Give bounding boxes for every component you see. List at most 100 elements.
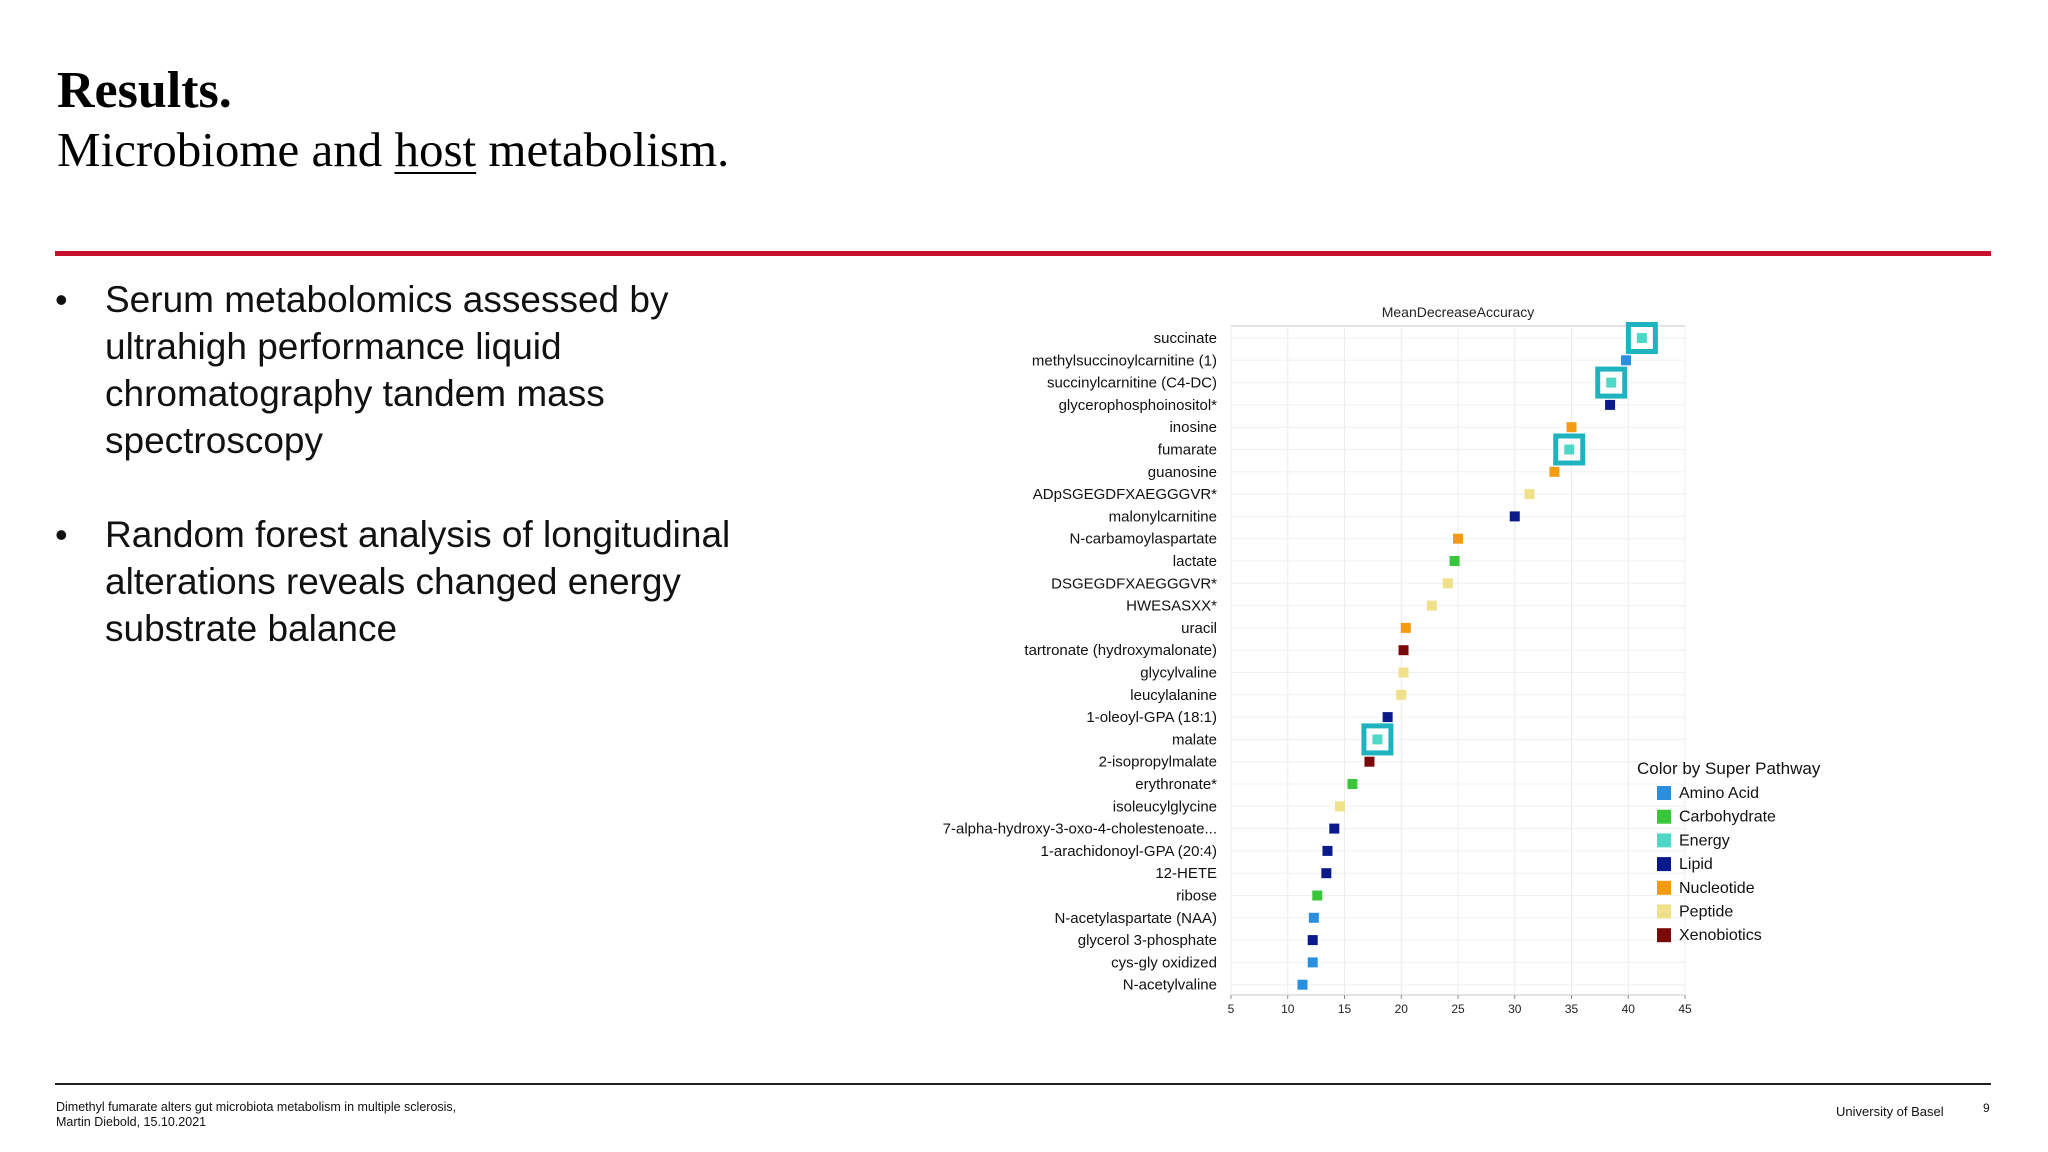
metabolite-label: succinylcarnitine (C4-DC) [1047,375,1217,392]
legend-swatch [1657,880,1671,895]
bullet-item: • Serum metabolomics assessed by ultrahi… [55,276,775,464]
metabolite-label: leucylalanine [1130,687,1217,704]
slide-subtitle: Microbiome and host metabolism. [57,122,729,178]
data-point [1524,489,1535,500]
metabolite-label: uracil [1181,620,1217,637]
metabolite-label: 7-alpha-hydroxy-3-oxo-4-cholestenoate... [943,821,1217,838]
data-point [1605,399,1616,410]
metabolite-label: guanosine [1148,464,1217,481]
legend-swatch [1657,904,1671,919]
data-point [1347,779,1358,789]
legend-label: Carbohydrate [1679,809,1776,826]
metabolite-label: inosine [1169,419,1217,436]
subtitle-end: metabolism. [476,122,730,177]
data-point [1312,890,1323,901]
data-point [1396,689,1407,700]
data-point [1308,912,1319,923]
data-point [1636,333,1647,343]
metabolite-label: lactate [1173,553,1217,570]
metabolite-label: glycerophosphoinositol* [1059,397,1218,414]
legend-label: Energy [1679,832,1730,849]
page-number: 9 [1983,1101,1990,1115]
footer-divider [55,1083,1991,1085]
highlight-box [1595,366,1628,399]
metabolite-label: 1-arachidonoyl-GPA (20:4) [1041,843,1217,860]
data-point [1398,667,1409,678]
bullet-dot-icon: • [55,279,68,320]
data-point [1426,600,1437,611]
data-point [1400,622,1411,633]
data-point [1620,355,1631,366]
data-point [1606,377,1617,388]
title-block: Results. Microbiome and host metabolism. [57,60,729,178]
data-point [1509,511,1520,522]
highlight-box [1361,723,1394,756]
x-tick-label: 40 [1622,1002,1636,1016]
metabolite-label: isoleucylglycine [1113,798,1217,815]
metabolite-label: HWESASXX* [1126,598,1217,615]
metabolite-label: malate [1172,731,1217,748]
x-tick-label: 45 [1678,1002,1692,1016]
legend-swatch [1657,833,1671,848]
data-point [1321,868,1332,879]
x-tick-label: 35 [1565,1002,1579,1016]
data-point [1566,422,1577,433]
bullet-text: Serum metabolomics assessed by ultrahigh… [105,279,669,461]
data-point [1372,734,1383,745]
metabolite-label: malonylcarnitine [1109,508,1217,525]
footer-university: University of Basel [1836,1104,1944,1119]
legend-label: Xenobiotics [1679,927,1762,944]
chart-title: MeanDecreaseAccuracy [1382,304,1535,320]
data-point [1453,533,1463,544]
legend-label: Amino Acid [1679,785,1759,802]
metabolite-label: succinate [1154,330,1217,347]
legend-title: Color by Super Pathway [1637,759,1821,778]
data-point [1307,935,1318,946]
metabolite-label: glycerol 3-phosphate [1078,932,1217,949]
data-point [1398,645,1409,656]
x-tick-label: 25 [1451,1002,1465,1016]
legend-swatch [1657,786,1671,800]
x-tick-label: 20 [1395,1002,1409,1016]
metabolite-label: erythronate* [1135,776,1217,793]
metabolite-label: fumarate [1158,442,1217,459]
subtitle-underlined-word: host [394,122,477,177]
metabolite-label: DSGEGDFXAEGGGVR* [1051,575,1217,592]
data-point [1322,845,1333,856]
data-point [1564,444,1575,455]
footer-citation: Dimethyl fumarate alters gut microbiota … [56,1100,456,1130]
metabolite-label: ADpSGEGDFXAEGGGVR* [1033,486,1217,503]
metabolite-label: ribose [1176,888,1217,905]
subtitle-start: Microbiome and [57,122,395,177]
x-tick-label: 10 [1281,1002,1295,1016]
bullet-list: • Serum metabolomics assessed by ultrahi… [55,276,775,699]
x-tick-label: 5 [1228,1002,1235,1016]
data-point [1549,466,1560,477]
footer-citation-line1: Dimethyl fumarate alters gut microbiota … [56,1100,457,1114]
legend-swatch [1657,857,1671,872]
metabolite-label: N-acetylaspartate (NAA) [1054,910,1217,927]
data-point [1297,979,1308,990]
bullet-text: Random forest analysis of longitudinal a… [105,514,731,649]
legend-swatch [1657,928,1671,943]
highlight-box [1553,433,1586,466]
x-tick-label: 15 [1338,1002,1352,1016]
x-tick-label: 30 [1508,1002,1522,1016]
bullet-dot-icon: • [55,514,68,555]
data-point [1364,756,1375,767]
metabolite-label: tartronate (hydroxymalonate) [1024,642,1217,659]
data-point [1329,823,1340,834]
title-divider [55,251,1991,256]
metabolite-label: methylsuccinoylcarnitine (1) [1032,352,1217,369]
importance-chart: MeanDecreaseAccuracy 5 10 15 20 25 30 35 40 45 suc… [943,304,1821,1016]
metabolite-label: 1-oleoyl-GPA (18:1) [1086,709,1217,726]
data-point [1449,556,1460,566]
data-point [1442,578,1453,589]
data-point [1307,957,1318,968]
metabolite-label: 12-HETE [1155,865,1217,882]
slide-title: Results. [57,62,232,119]
bullet-item: • Random forest analysis of longitudinal… [55,511,775,652]
highlight-box [1625,322,1658,354]
metabolite-label: 2-isopropylmalate [1099,754,1217,771]
footer-citation-line2: Martin Diebold, 15.10.2021 [56,1115,207,1129]
